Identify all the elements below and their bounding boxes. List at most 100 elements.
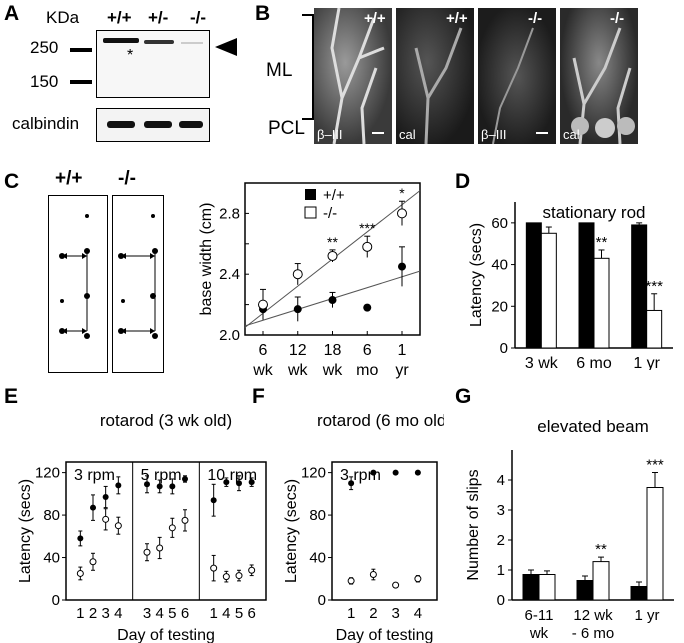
significance-marker: *** [359, 220, 376, 236]
point-wt [115, 482, 122, 489]
x-tick-label: 1 [347, 605, 355, 622]
bar-ko [593, 257, 610, 349]
point-wt [348, 480, 355, 487]
footprint-wt-label: +/+ [55, 168, 83, 189]
x-tick-label: 3 [143, 605, 151, 622]
arrowhead-icon [215, 38, 237, 56]
point-ko [369, 571, 377, 579]
dendrite-texture [414, 27, 463, 144]
point-ko [102, 515, 110, 523]
bar-ko [592, 561, 610, 601]
micrograph-wt-calbindin: +/+ cal [396, 8, 474, 144]
point-wt [102, 494, 109, 501]
micrograph-genotype: +/+ [364, 10, 386, 27]
bar-wt [631, 224, 648, 349]
x-tick-label: 6 [259, 342, 268, 359]
x-tick-label: wk [529, 625, 549, 642]
calbindin-band-wt [107, 121, 135, 128]
speed-label: 3 rpm [340, 467, 381, 484]
calbindin-band-het [144, 121, 172, 128]
y-tick-label: 4 [497, 472, 505, 489]
x-tick-label: 2 [369, 605, 377, 622]
point-ko [156, 544, 164, 552]
speed-label: 5 rpm [141, 467, 182, 484]
point-ko [210, 564, 218, 572]
plot-frame [331, 461, 438, 601]
chart-stationary-rod: stationary rod 0 20 40 60 Latency (secs) 3 wk 6… [468, 202, 673, 370]
dendrite-texture [330, 8, 385, 144]
blot-asterisk: * [127, 47, 134, 64]
x-tick-label: 1 [76, 605, 84, 622]
micrograph-ko-calbindin: -/- cal [560, 8, 638, 144]
legend-label-wt: +/+ [323, 187, 345, 204]
bar-ko [646, 309, 663, 349]
x-tick-label: 6-11 [525, 607, 554, 624]
x-tick-label: wk [252, 362, 274, 379]
y-tick-label: 80 [43, 507, 60, 524]
x-tick-label: 5 [235, 605, 243, 622]
x-tick-label: 1 yr [633, 355, 660, 370]
blot-band-wt [103, 38, 139, 43]
blot-calbindin [96, 108, 210, 142]
x-tick-label: 4 [155, 605, 163, 622]
x-tick-label: 12 [289, 342, 307, 359]
y-tick-label: 120 [35, 465, 60, 482]
blot-band-ko [181, 42, 203, 44]
y-axis-label: Latency (secs) [468, 223, 485, 327]
point-wt [363, 303, 372, 312]
blot-band-het [144, 40, 174, 44]
bar-ko [540, 232, 557, 349]
panel-b-label: B [255, 2, 271, 25]
point-wt [90, 504, 96, 511]
y-tick-label: 2.4 [219, 266, 240, 283]
blot-genotype-ko: -/- [190, 8, 207, 27]
x-tick-label: 6 [363, 342, 372, 359]
point-ko [397, 208, 407, 219]
footprint-wt-prints [59, 214, 90, 339]
significance-marker: *** [646, 457, 664, 474]
panel-g-label: G [455, 385, 472, 408]
y-tick-label: 3 [497, 502, 505, 519]
calbindin-band-ko [179, 121, 203, 128]
micrograph-wt-beta3: +/+ β–III [314, 8, 392, 144]
point-wt [156, 483, 163, 490]
bar-wt [522, 574, 540, 601]
chart-title: elevated beam [537, 417, 649, 436]
point-ko [114, 522, 122, 530]
significance-marker: * [399, 185, 405, 201]
point-ko [414, 575, 422, 583]
bar-ko [538, 574, 556, 601]
plot-frame [65, 461, 267, 601]
x-tick-label: yr [395, 362, 409, 379]
point-ko [235, 572, 243, 580]
x-tick-label: 4 [114, 605, 122, 622]
y-tick-label: 1 [497, 562, 505, 579]
bar-wt [578, 222, 595, 349]
marker-250: 250 [30, 38, 59, 57]
y-tick-label: 40 [43, 550, 60, 567]
y-axis-label: Number of slips [465, 469, 482, 580]
panel-f-label: F [252, 385, 265, 408]
x-tick-label: 6 mo [576, 355, 612, 370]
point-wt [236, 480, 242, 487]
x-tick-label: 6 [181, 605, 189, 622]
footprint-ko-prints [118, 214, 158, 339]
footprint-ko-label: -/- [118, 168, 136, 189]
micrograph-stain: cal [399, 127, 416, 142]
significance-marker: *** [645, 278, 663, 295]
point-wt [248, 479, 255, 486]
y-tick-label: 0 [500, 340, 508, 357]
y-tick-label: 2 [497, 532, 505, 549]
chart-title: rotarod (6 mo old) [317, 411, 444, 430]
bar-ko [646, 487, 664, 601]
legend-swatch-ko [304, 206, 317, 219]
y-tick-label: 0 [52, 592, 60, 609]
blot-genotype-wt: +/+ [107, 8, 132, 27]
point-ko [143, 548, 151, 556]
micrograph-genotype: -/- [528, 10, 543, 27]
kda-label: KDa [46, 8, 80, 27]
y-tick-label: 60 [491, 215, 508, 232]
y-tick-label: 2.0 [219, 327, 240, 344]
point-wt [328, 296, 337, 305]
